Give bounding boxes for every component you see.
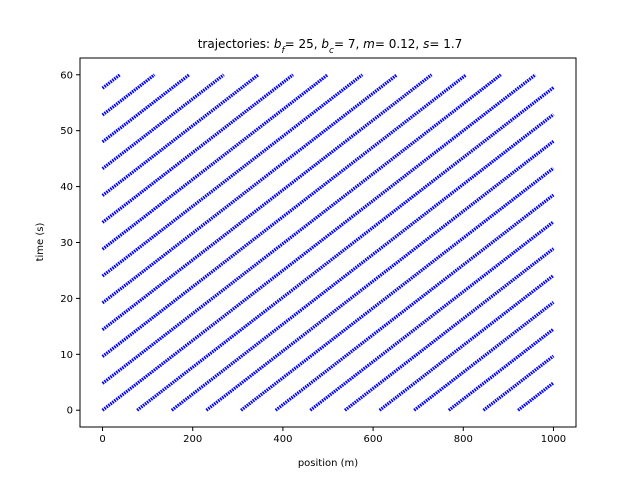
title-bc-symbol: b — [321, 37, 329, 51]
title-m-value: = 0.12, — [375, 37, 423, 51]
trajectory-line — [205, 140, 555, 412]
plot-frame — [79, 57, 577, 428]
y-tick-label: 20 — [60, 294, 73, 305]
x-tick-label: 800 — [454, 434, 473, 445]
trajectory-line — [309, 220, 555, 412]
trajectory-line — [517, 381, 555, 412]
trajectory-line — [101, 73, 502, 385]
trajectory-line — [378, 274, 555, 412]
x-tick-label: 400 — [273, 434, 292, 445]
trajectory-line — [136, 86, 555, 412]
title-m-symbol: m — [363, 37, 375, 51]
trajectory-line — [482, 354, 555, 412]
title-bc-subscript: c — [329, 46, 334, 56]
trajectory-line — [101, 73, 156, 117]
trajectory-line — [101, 73, 191, 144]
trajectory-line — [101, 73, 433, 331]
x-axis-ticks: 0 200 400 600 800 1000 — [99, 427, 566, 445]
title-bf-subscript: f — [281, 46, 286, 56]
title-prefix: trajectories: — [198, 37, 274, 51]
title-s-symbol: s — [423, 37, 429, 51]
trajectory-line — [170, 113, 555, 412]
title-bf-symbol: b — [274, 37, 282, 51]
y-tick-label: 30 — [60, 238, 73, 249]
chart-title: trajectories: bf= 25, bc= 7, m= 0.12, s=… — [198, 37, 463, 56]
trajectory-line — [101, 73, 364, 278]
x-tick-label: 600 — [364, 434, 383, 445]
y-tick-label: 0 — [67, 406, 73, 417]
trajectory-line — [274, 193, 555, 412]
y-tick-label: 40 — [60, 182, 73, 193]
trajectory-lines — [101, 73, 555, 412]
y-axis-label: time (s) — [35, 223, 46, 262]
y-axis-ticks: 0 10 20 30 40 50 60 — [60, 70, 80, 417]
y-tick-label: 10 — [60, 350, 73, 361]
trajectory-line — [413, 301, 555, 412]
trajectory-line — [101, 73, 294, 224]
trajectory-line — [101, 73, 398, 305]
x-axis-label: position (m) — [298, 458, 358, 469]
trajectory-line — [101, 73, 468, 358]
trajectory-line — [240, 166, 555, 412]
trajectory-line — [101, 73, 537, 412]
title-bc-value: = 7, — [334, 37, 363, 51]
y-tick-label: 60 — [60, 70, 73, 81]
trajectory-line — [101, 73, 121, 90]
y-tick-label: 50 — [60, 126, 73, 137]
trajectory-line — [101, 73, 260, 197]
title-s-value: = 1.7 — [429, 37, 462, 51]
x-tick-label: 0 — [99, 434, 105, 445]
trajectory-line — [447, 327, 555, 412]
x-tick-label: 1000 — [541, 434, 566, 445]
x-tick-label: 200 — [183, 434, 202, 445]
trajectory-line — [101, 73, 329, 251]
trajectory-line — [343, 247, 555, 412]
title-bf-value: = 25, — [285, 37, 322, 51]
trajectory-line — [101, 73, 225, 170]
